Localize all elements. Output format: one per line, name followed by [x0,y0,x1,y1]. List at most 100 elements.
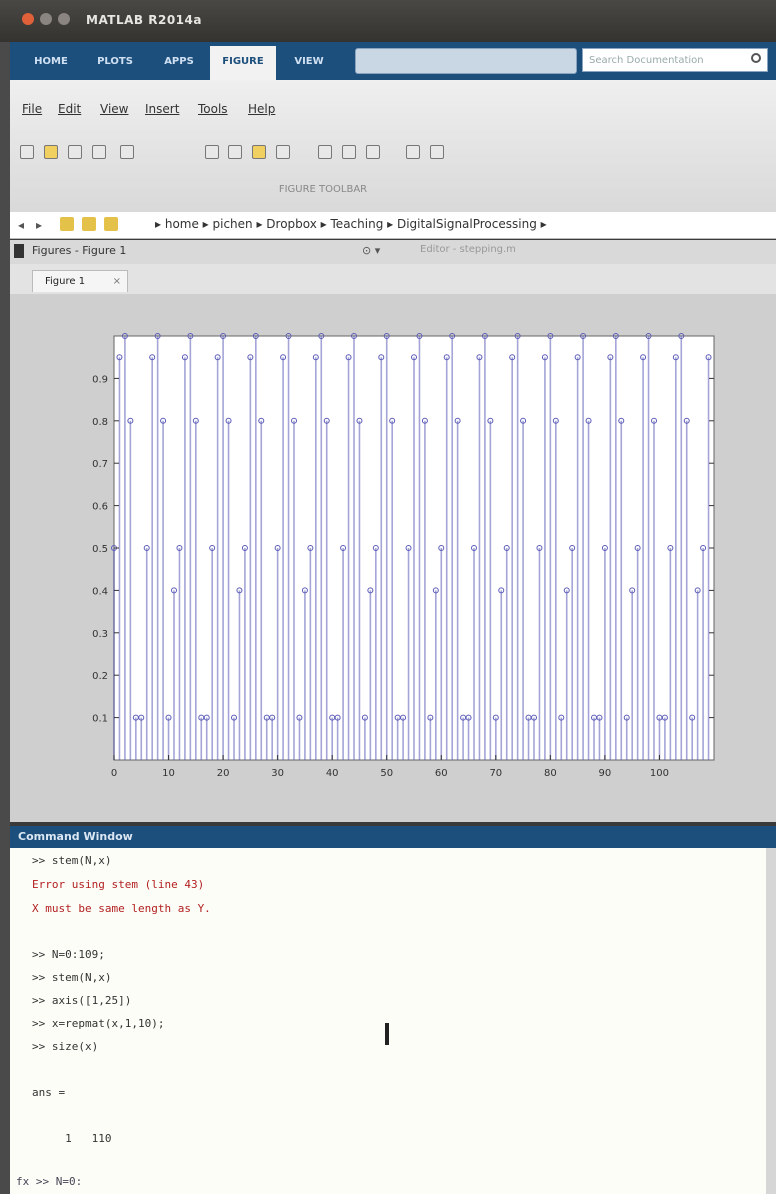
stem-marker [640,354,647,361]
stem-marker [160,417,167,424]
text-cursor-icon [385,1023,389,1045]
stem-marker [563,587,570,594]
stem-marker [689,714,696,721]
folder-icon[interactable] [104,217,118,231]
error-line[interactable]: Error using stem (line 43) [32,878,205,891]
x-tick-label: 90 [599,768,612,779]
stem-marker [492,714,499,721]
maximize-window-icon[interactable] [58,13,70,25]
command-window-scrollbar[interactable] [766,848,776,1194]
search-documentation-input[interactable]: Search Documentation [582,48,768,72]
rotate-icon[interactable] [276,145,290,159]
stem-marker [378,354,385,361]
left-dock-edge [0,42,10,1194]
stem-marker [411,354,417,361]
stem-marker [247,354,254,361]
menu-insert[interactable]: Insert [145,102,180,116]
stem-marker [225,417,232,424]
pan-icon[interactable] [252,145,266,159]
stem-marker [498,587,505,594]
stem-marker [192,417,199,424]
quick-access-toolbar[interactable] [355,48,577,74]
stem-marker [389,417,396,424]
folder-path[interactable]: ▸ home ▸ pichen ▸ Dropbox ▸ Teaching ▸ D… [155,217,547,231]
menu-edit[interactable]: Edit [58,102,82,116]
stem-marker [274,545,281,551]
stem-marker [465,714,472,721]
x-tick-label: 100 [650,768,669,779]
tab-view[interactable]: VIEW [294,56,324,67]
stem-marker [443,354,450,361]
stem-marker [678,333,685,339]
command-line: >> x=repmat(x,1,10); [32,1017,165,1030]
menu-view[interactable]: View [100,102,129,116]
stem-marker [400,714,407,721]
data-cursor-icon[interactable] [318,145,332,159]
zoom-out-icon[interactable] [228,145,242,159]
close-tab-icon[interactable]: × [112,276,121,287]
stem-marker [421,417,428,424]
tab-figure[interactable]: FIGURE [210,46,276,80]
forward-arrow-icon[interactable]: ▸ [36,218,43,232]
stem-marker [634,545,641,551]
stem-marker [323,417,330,424]
panel-actions-icon[interactable]: ⊙ ▾ [362,244,381,257]
stem-marker [203,714,210,721]
current-folder-bar[interactable]: ◂ ▸ ▸ home ▸ pichen ▸ Dropbox ▸ Teaching… [10,212,776,239]
link-icon[interactable] [366,145,380,159]
y-tick-label: 0.9 [92,374,108,385]
open-folder-icon[interactable] [44,145,58,159]
brush-icon[interactable] [342,145,356,159]
up-folder-icon[interactable] [82,217,96,231]
minimize-window-icon[interactable] [40,13,52,25]
menu-file[interactable]: File [22,102,43,116]
stem-marker [427,714,434,721]
stem-marker [705,354,712,361]
tab-figure-1[interactable]: Figure 1 × [32,270,128,292]
command-window-title: Command Window [18,830,133,843]
stem-marker [176,545,183,551]
tab-home[interactable]: HOME [34,56,68,67]
stem-marker [405,545,412,551]
stem-marker [661,714,668,721]
stem-marker [580,333,587,339]
stem-marker [509,354,516,361]
command-window[interactable]: >> stem(N,x) Error using stem (line 43) … [10,848,766,1194]
stem-marker [607,354,614,361]
y-tick-label: 0.1 [92,714,108,725]
menu-help[interactable]: Help [248,102,276,116]
stem-marker [138,714,145,721]
pointer-icon[interactable] [120,145,134,159]
stem-marker [574,354,581,361]
stem-marker [667,545,674,551]
stem-marker [367,587,374,594]
stem-marker [307,545,314,551]
stem-marker [372,545,379,551]
stem-marker [291,417,297,424]
close-window-icon[interactable] [22,13,34,25]
search-icon[interactable] [751,53,761,63]
stem-marker [454,417,461,424]
colorbar-icon[interactable] [406,145,420,159]
stem-marker [651,417,657,424]
command-prompt[interactable]: fx >> N=0: [16,1175,83,1188]
save-icon[interactable] [68,145,82,159]
menu-tools[interactable]: Tools [198,102,228,116]
legend-icon[interactable] [430,145,444,159]
print-icon[interactable] [92,145,106,159]
zoom-in-icon[interactable] [205,145,219,159]
new-figure-icon[interactable] [20,145,34,159]
x-tick-label: 0 [111,768,117,779]
stem-marker [438,545,445,551]
stem-marker [383,333,390,339]
stem-marker [700,545,707,551]
back-arrow-icon[interactable]: ◂ [18,218,25,232]
stem-marker [269,714,276,721]
editor-tab[interactable]: Editor - stepping.m [420,244,516,255]
x-tick-label: 20 [217,768,230,779]
ribbon-tab-bar: HOME PLOTS APPS FIGURE VIEW Search Docum… [10,42,776,80]
tab-plots[interactable]: PLOTS [97,56,133,67]
tab-apps[interactable]: APPS [164,56,194,67]
browse-folder-icon[interactable] [60,217,74,231]
stem-marker [171,587,177,594]
